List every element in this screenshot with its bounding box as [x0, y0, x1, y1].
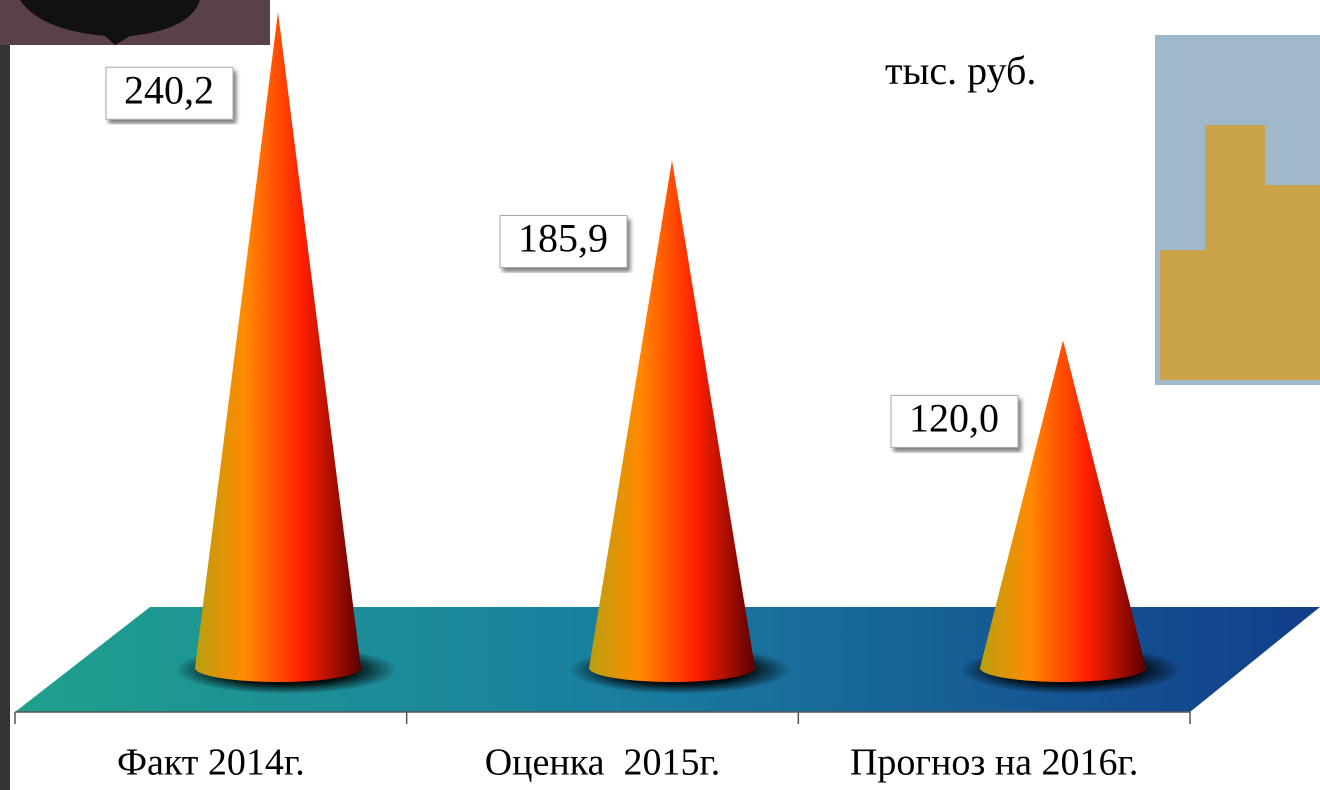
value-label-box [105, 66, 234, 120]
corner-image-shape [20, 0, 200, 45]
value-label: 120,0 [909, 396, 999, 441]
value-label: 240,2 [124, 67, 214, 112]
left-border [0, 0, 10, 790]
unit-label: тыс. руб. [885, 48, 1036, 93]
cone [195, 12, 361, 682]
x-tick-label: Прогноз на 2016г. [850, 742, 1138, 784]
value-label-box [499, 214, 628, 268]
x-tick-label: Оценка 2015г. [485, 742, 721, 784]
coins [1160, 125, 1320, 380]
x-tick-label: Факт 2014г. [117, 742, 305, 784]
cone [980, 340, 1146, 682]
value-label: 185,9 [518, 216, 608, 261]
cone [589, 160, 755, 682]
value-label-box [890, 394, 1019, 448]
